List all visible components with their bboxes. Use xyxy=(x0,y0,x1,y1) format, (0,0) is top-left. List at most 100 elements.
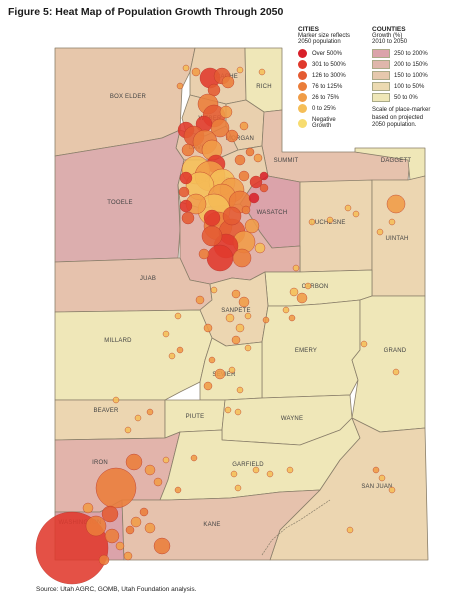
source-note: Source: Utah AGRC, GOMB, Utah Foundation… xyxy=(36,586,197,593)
city-marker xyxy=(201,225,223,247)
city-marker xyxy=(206,244,234,272)
city-marker xyxy=(179,171,193,185)
county-label-san-juan: SAN JUAN xyxy=(361,484,392,490)
city-marker xyxy=(224,406,232,414)
city-marker xyxy=(236,386,244,394)
city-marker xyxy=(266,470,274,478)
city-marker xyxy=(249,175,263,189)
counties-legend-item: 50 to 0% xyxy=(372,92,468,103)
city-marker xyxy=(225,313,235,323)
city-marker xyxy=(252,466,260,474)
city-marker xyxy=(244,312,252,320)
city-marker xyxy=(123,551,133,561)
city-marker xyxy=(296,292,308,304)
cities-legend-heading: CITIES xyxy=(298,26,319,33)
city-marker xyxy=(304,282,312,290)
city-marker xyxy=(104,528,120,544)
marker-scale-note: Scale of place-marker based on projected… xyxy=(372,107,462,130)
city-marker xyxy=(134,414,142,422)
city-marker xyxy=(176,82,184,90)
city-marker xyxy=(388,486,396,494)
city-marker xyxy=(125,525,135,535)
city-marker xyxy=(378,474,386,482)
city-marker xyxy=(214,368,226,380)
city-marker xyxy=(139,507,149,517)
city-marker xyxy=(124,426,132,434)
city-marker xyxy=(112,396,120,404)
city-marker xyxy=(236,66,244,74)
lake-powell-shape xyxy=(261,499,331,556)
cities-legend-label: Over 500% xyxy=(312,50,343,57)
city-marker xyxy=(130,516,142,528)
county-label-daggett: DAGGETT xyxy=(381,158,412,164)
city-marker xyxy=(144,464,156,476)
counties-legend-label: 200 to 150% xyxy=(394,61,428,68)
county-millard xyxy=(54,309,213,401)
city-marker xyxy=(372,466,380,474)
city-marker xyxy=(241,205,251,215)
counties-legend-label: 50 to 0% xyxy=(394,94,418,101)
city-marker xyxy=(95,467,137,509)
cities-legend-item: Negative Growth xyxy=(298,114,378,132)
city-marker xyxy=(225,129,239,143)
cities-legend: CITIES Marker size reflects 2050 populat… xyxy=(298,26,378,132)
city-marker xyxy=(98,554,110,566)
city-marker xyxy=(386,194,406,214)
legend-dot-icon xyxy=(298,71,307,80)
cities-legend-label: 76 to 125% xyxy=(312,83,343,90)
city-marker xyxy=(286,466,294,474)
counties-legend-subheading: Growth (%) xyxy=(372,33,403,39)
city-marker xyxy=(244,344,252,352)
city-marker xyxy=(153,477,163,487)
city-marker xyxy=(234,484,242,492)
city-marker xyxy=(258,68,266,76)
city-marker xyxy=(179,199,193,213)
city-marker xyxy=(203,209,221,227)
city-marker xyxy=(234,408,242,416)
city-marker xyxy=(231,289,241,299)
city-marker xyxy=(253,153,263,163)
county-grand xyxy=(351,295,426,433)
city-marker xyxy=(181,143,195,157)
cities-legend-label: 0 to 25% xyxy=(312,105,336,112)
city-marker xyxy=(162,456,170,464)
city-marker xyxy=(392,368,400,376)
city-marker xyxy=(182,64,190,72)
county-label-emery: EMERY xyxy=(295,348,317,354)
county-label-morgan: MORGAN xyxy=(226,136,254,142)
cities-legend-item: 301 to 500% xyxy=(298,59,378,70)
legend-dot-icon xyxy=(298,93,307,102)
counties-legend-label: 250 to 200% xyxy=(394,50,428,57)
legend-dot-icon xyxy=(298,82,307,91)
city-marker xyxy=(219,105,233,119)
legend-dot-icon xyxy=(298,49,307,58)
city-marker xyxy=(248,192,260,204)
city-marker xyxy=(232,248,252,268)
county-label-grand: GRAND xyxy=(384,348,407,354)
counties-legend-item: 250 to 200% xyxy=(372,48,468,59)
cities-legend-label: 301 to 500% xyxy=(312,61,346,68)
county-label-rich: RICH xyxy=(256,84,271,90)
cities-legend-subheading-2: 2050 population xyxy=(298,39,341,45)
legend-swatch-icon xyxy=(372,93,390,102)
county-label-iron: IRON xyxy=(92,460,108,466)
city-marker xyxy=(230,470,238,478)
county-label-piute: PIUTE xyxy=(186,414,205,420)
city-marker xyxy=(203,323,213,333)
figure-title: Figure 5: Heat Map of Population Growth … xyxy=(8,6,284,18)
counties-legend-label: 100 to 50% xyxy=(394,83,425,90)
marker-scale-note-line-1: Scale of place-marker xyxy=(372,107,431,113)
counties-legend-label: 150 to 100% xyxy=(394,72,428,79)
cities-legend-subheading: Marker size reflects xyxy=(298,33,351,39)
city-marker xyxy=(308,218,316,226)
city-marker xyxy=(388,218,396,226)
city-marker xyxy=(168,352,176,360)
counties-legend: COUNTIES Growth (%) 2010 to 2050 250 to … xyxy=(372,26,468,130)
city-marker xyxy=(203,381,213,391)
counties-legend-heading: COUNTIES xyxy=(372,26,406,33)
city-marker xyxy=(191,67,201,77)
county-label-kane: KANE xyxy=(203,522,220,528)
county-label-beaver: BEAVER xyxy=(93,408,119,414)
county-label-carbon: CARBON xyxy=(302,284,329,290)
